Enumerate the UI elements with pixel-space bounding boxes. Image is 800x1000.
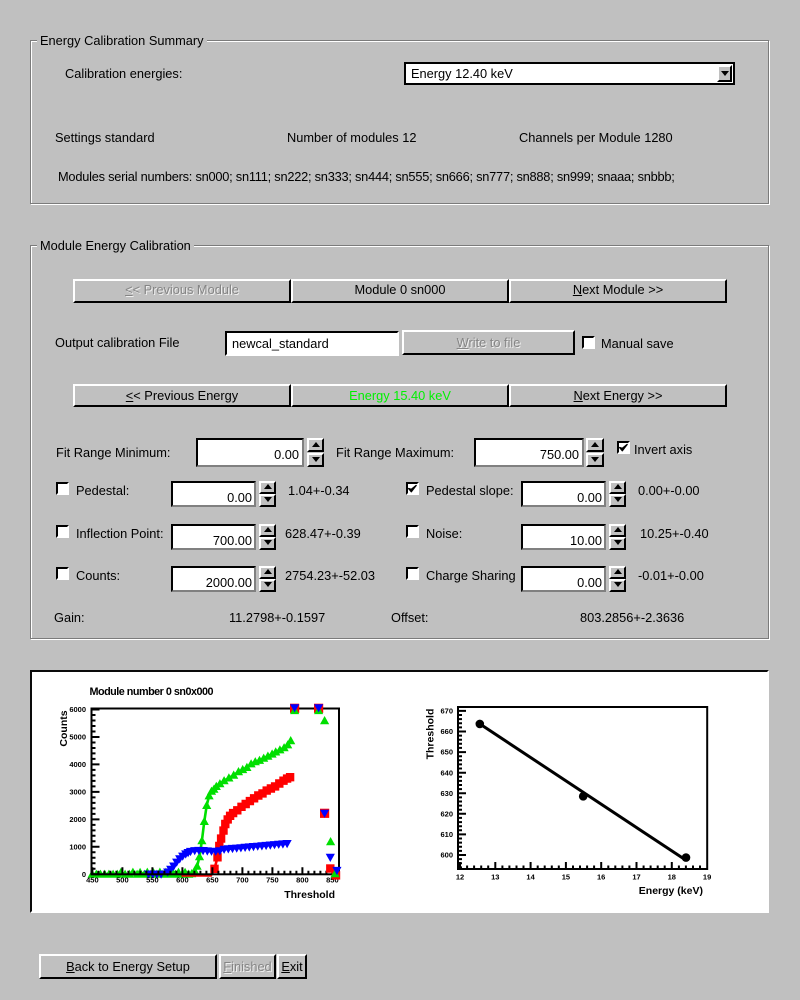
svg-text:550: 550: [146, 876, 159, 885]
svg-text:16: 16: [597, 873, 605, 882]
svg-text:15: 15: [562, 873, 570, 882]
svg-text:600: 600: [176, 876, 189, 885]
svg-text:4000: 4000: [69, 760, 86, 769]
svg-text:17: 17: [632, 873, 640, 882]
svg-text:5000: 5000: [69, 733, 86, 742]
svg-text:Threshold: Threshold: [284, 889, 335, 901]
svg-text:3000: 3000: [69, 788, 86, 797]
svg-text:650: 650: [206, 876, 219, 885]
svg-text:500: 500: [116, 876, 129, 885]
svg-text:800: 800: [296, 876, 309, 885]
svg-text:14: 14: [526, 873, 535, 882]
svg-text:Module number 0 sn0x000: Module number 0 sn0x000: [90, 686, 214, 698]
svg-text:12: 12: [456, 873, 464, 882]
svg-text:640: 640: [440, 768, 453, 777]
svg-text:630: 630: [440, 789, 453, 798]
svg-text:610: 610: [440, 830, 453, 839]
svg-text:450: 450: [86, 876, 99, 885]
svg-text:19: 19: [703, 873, 711, 882]
svg-text:6000: 6000: [69, 705, 86, 714]
svg-text:Energy (keV): Energy (keV): [639, 885, 703, 897]
svg-text:2000: 2000: [69, 815, 86, 824]
svg-text:850: 850: [326, 876, 339, 885]
svg-text:Counts: Counts: [58, 710, 70, 746]
svg-text:750: 750: [266, 876, 279, 885]
svg-text:620: 620: [440, 809, 453, 818]
svg-text:Threshold: Threshold: [425, 709, 437, 760]
svg-text:18: 18: [668, 873, 676, 882]
svg-text:13: 13: [491, 873, 499, 882]
svg-text:650: 650: [440, 748, 453, 757]
svg-text:1000: 1000: [69, 842, 86, 851]
svg-text:660: 660: [440, 727, 453, 736]
svg-text:600: 600: [440, 851, 453, 860]
svg-text:700: 700: [236, 876, 249, 885]
svg-text:670: 670: [440, 707, 453, 716]
svg-text:0: 0: [82, 870, 86, 879]
